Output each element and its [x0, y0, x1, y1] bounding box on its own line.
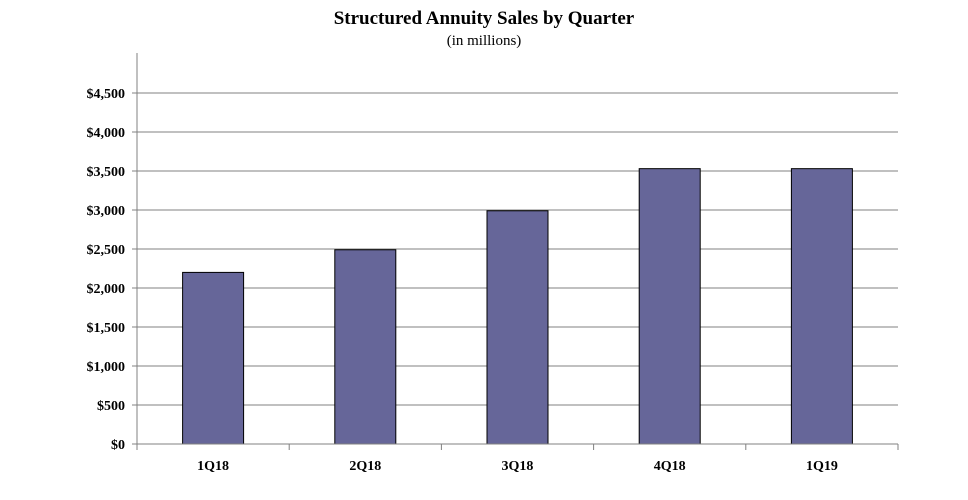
bar	[638, 168, 701, 445]
y-tick-label: $2,000	[87, 282, 126, 297]
bars	[182, 168, 853, 445]
x-tick-label: 2Q18	[349, 459, 381, 474]
y-tick-label: $1,500	[87, 321, 126, 336]
x-tick-label: 4Q18	[654, 459, 686, 474]
y-tick-label: $4,500	[87, 87, 126, 102]
chart-subtitle: (in millions)	[446, 33, 522, 49]
y-tick-label: $3,500	[87, 165, 126, 180]
y-tick-label: $2,500	[87, 243, 126, 258]
axes	[132, 53, 899, 450]
bar	[182, 271, 245, 445]
x-tick-label: 1Q19	[806, 459, 838, 474]
y-tick-label: $3,000	[87, 204, 126, 219]
x-tick-label: 1Q18	[197, 459, 229, 474]
y-tick-label: $0	[111, 438, 125, 453]
gridlines	[137, 92, 898, 406]
y-tick-label: $500	[97, 399, 125, 414]
bar	[486, 210, 549, 445]
chart-title: Structured Annuity Sales by Quarter	[333, 8, 635, 29]
y-tick-label: $4,000	[87, 126, 126, 141]
axis-labels: $0 $500 $1,000 $1,500 $2,000 $2,500 $3,000 $3,5…	[87, 87, 838, 474]
bar	[334, 249, 397, 445]
y-tick-label: $1,000	[87, 360, 126, 375]
x-tick-label: 3Q18	[502, 459, 534, 474]
bar	[790, 168, 853, 445]
